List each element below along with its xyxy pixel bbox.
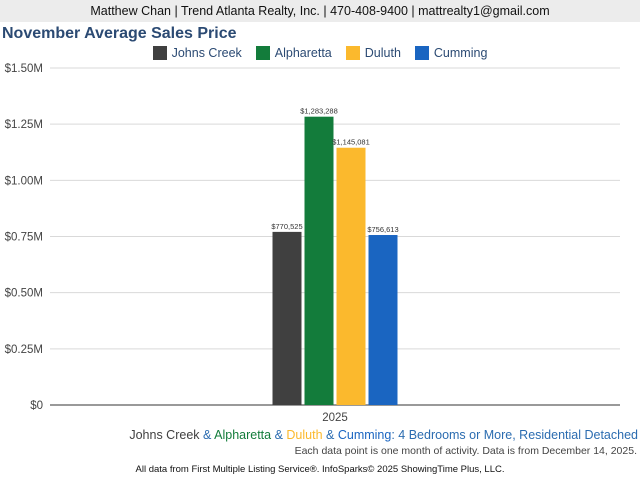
legend-swatch	[345, 46, 360, 60]
y-tick-label: $0.75M	[5, 232, 43, 244]
bar-alpharetta	[304, 116, 334, 406]
legend-item-duluth[interactable]: Duluth	[345, 46, 401, 60]
data-source-footer: All data from First Multiple Listing Ser…	[135, 464, 505, 475]
y-tick-label: $0	[30, 400, 43, 412]
data-label: $1,145,081	[332, 138, 370, 147]
subtitle-part-1: &	[199, 428, 215, 442]
subtitle-part-5: &	[322, 428, 338, 442]
y-tick-label: $0.50M	[5, 288, 43, 300]
subtitle-part-6: Cumming	[337, 428, 392, 442]
subtitle-part-7: : 4 Bedrooms or More, Residential Detach…	[391, 428, 638, 442]
legend-label: Johns Creek	[171, 46, 242, 60]
legend-item-johns-creek[interactable]: Johns Creek	[152, 46, 242, 60]
subtitle-part-4: Duluth	[286, 428, 323, 442]
bar-chart: $0 $0.25M $0.50M $0.75M $1.00M $1.25M $1.50M $7…	[5, 63, 620, 424]
bar-johns-creek	[272, 231, 302, 405]
bar-cumming	[368, 235, 398, 405]
subtitle-part-0: Johns Creek	[129, 428, 200, 442]
legend-label: Cumming	[433, 46, 488, 60]
data-label: $1,283,288	[300, 107, 338, 116]
y-tick-label: $1.50M	[5, 63, 43, 75]
legend-label: Alpharetta	[274, 46, 332, 60]
y-tick-label: $0.25M	[5, 344, 43, 356]
subtitle-part-3: &	[271, 428, 287, 442]
data-note: Each data point is one month of activity…	[294, 445, 637, 457]
legend-swatch	[152, 46, 167, 60]
chart-legend: Johns Creek Alpharetta Duluth Cumming	[0, 44, 640, 62]
legend-swatch	[414, 46, 429, 60]
agent-contact-bar: Matthew Chan | Trend Atlanta Realty, Inc…	[0, 0, 640, 22]
y-tick-label: $1.00M	[5, 175, 43, 187]
legend-swatch	[255, 46, 270, 60]
bar-duluth	[336, 147, 366, 405]
legend-item-cumming[interactable]: Cumming	[414, 46, 488, 60]
chart-subtitle: Johns Creek & Alpharetta & Duluth & Cumm…	[129, 428, 638, 442]
legend-label: Duluth	[364, 46, 401, 60]
subtitle-part-2: Alpharetta	[214, 428, 272, 442]
legend-item-alpharetta[interactable]: Alpharetta	[255, 46, 332, 60]
data-label: $756,613	[367, 225, 398, 234]
data-label: $770,525	[271, 222, 302, 231]
y-tick-label: $1.25M	[5, 119, 43, 131]
chart-title: November Average Sales Price	[2, 25, 237, 42]
x-tick-label: 2025	[322, 412, 348, 424]
